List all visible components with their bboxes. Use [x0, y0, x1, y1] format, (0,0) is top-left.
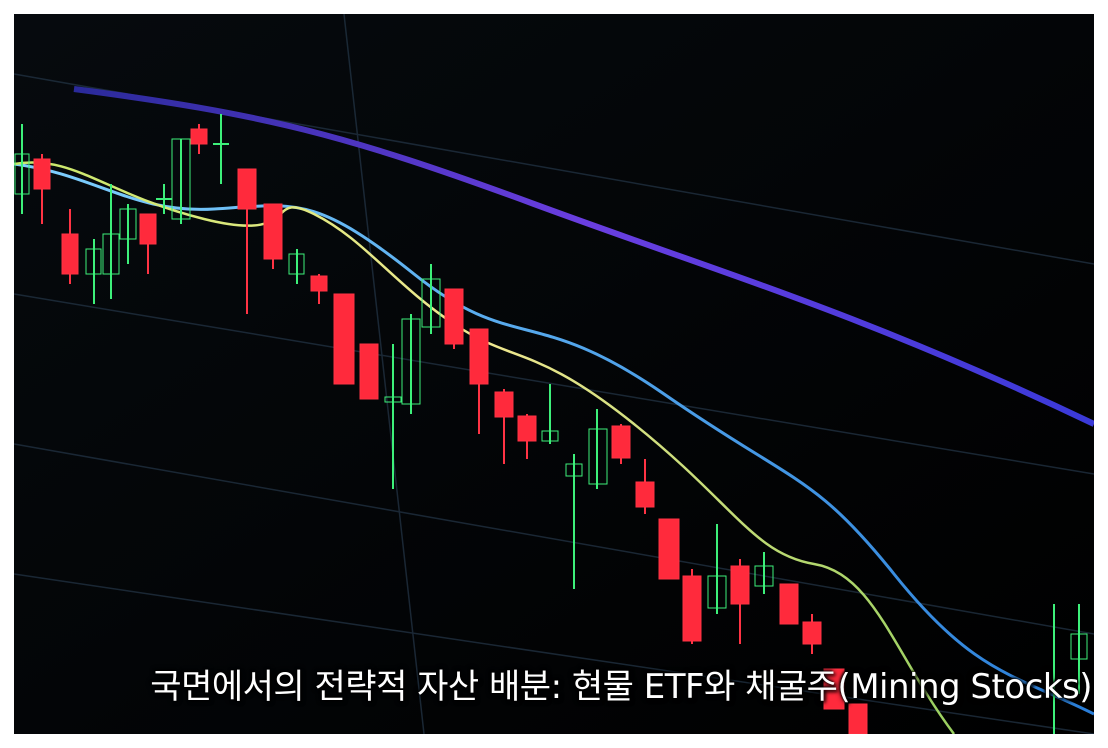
- ma-mid: [14, 162, 1094, 716]
- grid: [14, 14, 1094, 734]
- candles-down: [33, 124, 868, 734]
- candles-up: [14, 114, 1088, 734]
- background: [14, 14, 1094, 734]
- header-image: 국면에서의 전략적 자산 배분: 현물 ETF와 채굴주(Mining Stoc…: [14, 14, 1094, 734]
- chart-photo: [14, 14, 1094, 734]
- caption: 국면에서의 전략적 자산 배분: 현물 ETF와 채굴주(Mining Stoc…: [150, 667, 1092, 707]
- ma-long: [73, 86, 1094, 427]
